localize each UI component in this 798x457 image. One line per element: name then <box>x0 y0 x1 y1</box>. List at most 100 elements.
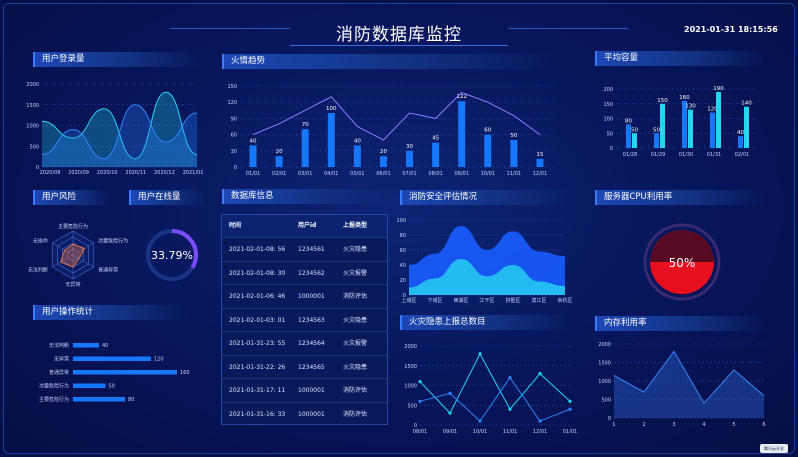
data-point <box>478 419 482 423</box>
x-tick-label: 10/01 <box>481 171 495 177</box>
table-row[interactable]: 2021-01-31-23: 55 1234564 火灾报警 <box>222 331 387 355</box>
x-tick-label: 08/01 <box>413 429 427 435</box>
x-tick-label: 2020/09 <box>68 170 89 176</box>
table-row[interactable]: 2021-01-31-16: 33 1000001 消防评估 <box>222 401 387 426</box>
table-cell: 火灾报警 <box>343 269 368 277</box>
table-row[interactable]: 2021-02-01-06: 46 1000001 消防评估 <box>222 284 387 308</box>
data-label: 150 <box>657 98 668 104</box>
table-row[interactable]: 2021-02-01-08: 56 1234561 火灾隐患 <box>222 237 387 261</box>
table-cell: 1000001 <box>298 387 325 394</box>
x-tick-label: 12/01 <box>533 429 547 435</box>
page-title: 消防数据库监控 <box>336 25 462 45</box>
y-tick-label: 100 <box>603 117 613 123</box>
bar <box>710 112 715 148</box>
y-tick-label: 30 <box>231 149 237 155</box>
table-cell: 2021-02-01-08: 56 <box>229 246 286 253</box>
y-tick-label: 2000 <box>404 344 417 350</box>
x-tick-label: 11/01 <box>503 429 517 435</box>
bar <box>626 124 631 148</box>
table-cell: 2021-02-01-06: 46 <box>229 293 286 300</box>
bar <box>738 136 743 148</box>
panel-title-hazard: 火灾隐患上报总数目 <box>400 315 570 330</box>
gauge-value: 50% <box>669 256 696 270</box>
bar <box>744 106 749 148</box>
series-line <box>41 91 198 160</box>
table-cell: 火灾报警 <box>343 340 368 347</box>
data-label: 50 <box>510 133 517 139</box>
x-tick-label: 09/01 <box>443 429 457 435</box>
panel-title-login: 用户登录量 <box>33 52 203 67</box>
radar-label: 次要危险行为 <box>98 238 128 245</box>
x-tick-label: 余杭区 <box>557 297 572 304</box>
series-line <box>252 91 541 141</box>
watermark-badge: 腾讯云开发 <box>760 444 788 453</box>
y-tick-label: 40 <box>400 263 406 269</box>
table-cell: 1000001 <box>298 410 325 418</box>
x-tick-label: 07/01 <box>402 171 416 177</box>
bar <box>682 100 687 148</box>
data-label: 190 <box>713 86 724 92</box>
gauge-arc <box>146 229 198 281</box>
series-line <box>613 350 765 405</box>
table-row[interactable]: 2021-02-01-08: 30 1234562 火灾报警 <box>222 260 387 285</box>
bar-label: 普通异常 <box>49 369 69 376</box>
y-tick-label: 20 <box>400 278 406 284</box>
data-label: 160 <box>679 95 690 101</box>
dashboard-frame <box>3 3 795 454</box>
x-tick-label: 2020/12 <box>154 170 175 176</box>
data-label: 120 <box>707 107 718 113</box>
data-label: 20 <box>276 149 283 155</box>
table-cell: 1234562 <box>298 269 325 277</box>
bar-label: 主要危险行为 <box>39 396 69 403</box>
gauge-fill <box>650 262 714 294</box>
radar-axis <box>52 242 74 256</box>
x-tick-label: 09/01 <box>454 171 468 177</box>
series-line <box>41 104 198 160</box>
x-tick-label: 6 <box>762 422 765 428</box>
bar <box>73 397 125 402</box>
x-tick-label: 2020/11 <box>125 170 146 176</box>
bar <box>73 370 177 375</box>
data-label: 80 <box>128 397 134 403</box>
radar-axis <box>72 242 94 256</box>
table-row[interactable]: 2021-01-31-17: 11 1000001 消防评估 <box>222 378 387 402</box>
panel-title-cpu: 服务器CPU利用率 <box>595 190 765 205</box>
table-cell: 2021-01-31-16: 33 <box>229 410 286 418</box>
x-tick-label: 2020/08 <box>40 170 61 176</box>
series-area <box>42 92 197 167</box>
bar <box>510 140 518 167</box>
table-cell: 消防评估 <box>343 293 368 300</box>
bar <box>249 145 257 167</box>
x-tick-label: 拱墅区 <box>505 297 520 304</box>
y-tick-label: 200 <box>603 87 613 93</box>
data-label: 122 <box>456 94 467 100</box>
series-line <box>419 376 571 422</box>
x-tick-label: 01/29 <box>651 152 665 158</box>
table-cell: 1234561 <box>298 246 325 253</box>
y-tick-label: 500 <box>29 144 39 150</box>
table-body: 2021-02-01-08: 56 1234561 火灾隐患 2021-02-01-0… <box>222 237 387 425</box>
x-tick-label: 01/01 <box>246 171 260 177</box>
panel-title-risk: 用户风险 <box>33 190 111 205</box>
table-cell: 1234564 <box>298 340 325 347</box>
table-row[interactable]: 2021-02-01-03: 01 1234563 火灾隐患 <box>222 307 387 332</box>
panel-title-safety: 消防安全评估情况 <box>400 190 570 205</box>
data-label: 50 <box>109 384 115 390</box>
x-tick-label: 2020/10 <box>97 170 118 176</box>
radar-label: 普通异常 <box>98 267 118 274</box>
table-row[interactable]: 2021-01-31-22: 26 1234565 火灾隐患 <box>222 354 387 379</box>
data-label: 140 <box>741 101 752 107</box>
data-point <box>478 352 482 356</box>
x-tick-label: 12/01 <box>533 171 547 177</box>
x-tick-label: 江干区 <box>479 297 494 304</box>
radar-label: 无法判断 <box>28 267 48 274</box>
table-cell: 消防评估 <box>343 387 368 394</box>
data-label: 40 <box>354 138 361 144</box>
data-point <box>538 372 542 376</box>
